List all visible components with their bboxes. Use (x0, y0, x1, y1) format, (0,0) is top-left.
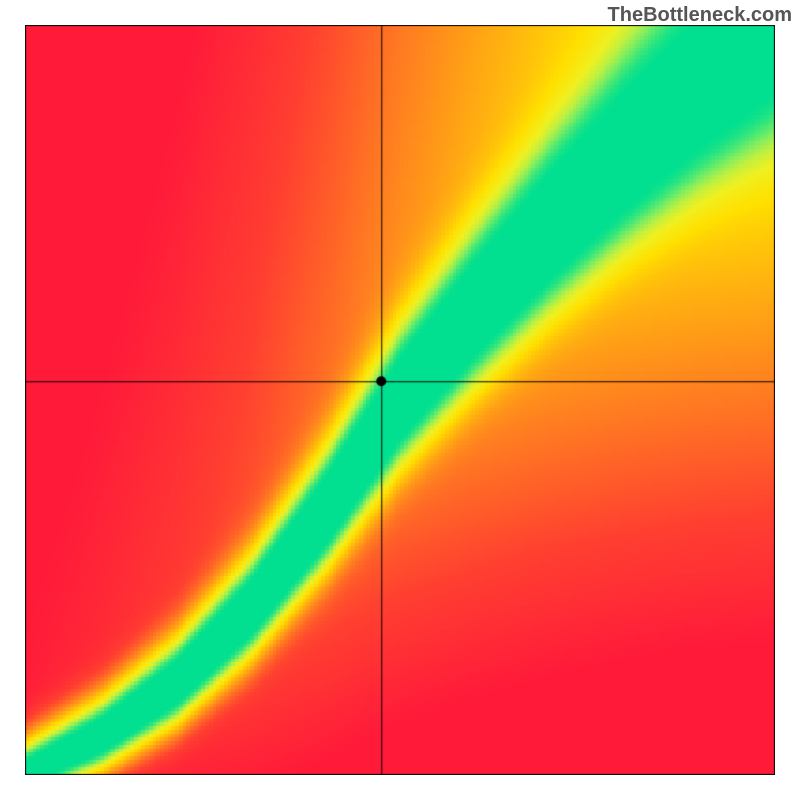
bottleneck-heatmap-chart (25, 25, 775, 775)
watermark-text: TheBottleneck.com (608, 4, 792, 27)
